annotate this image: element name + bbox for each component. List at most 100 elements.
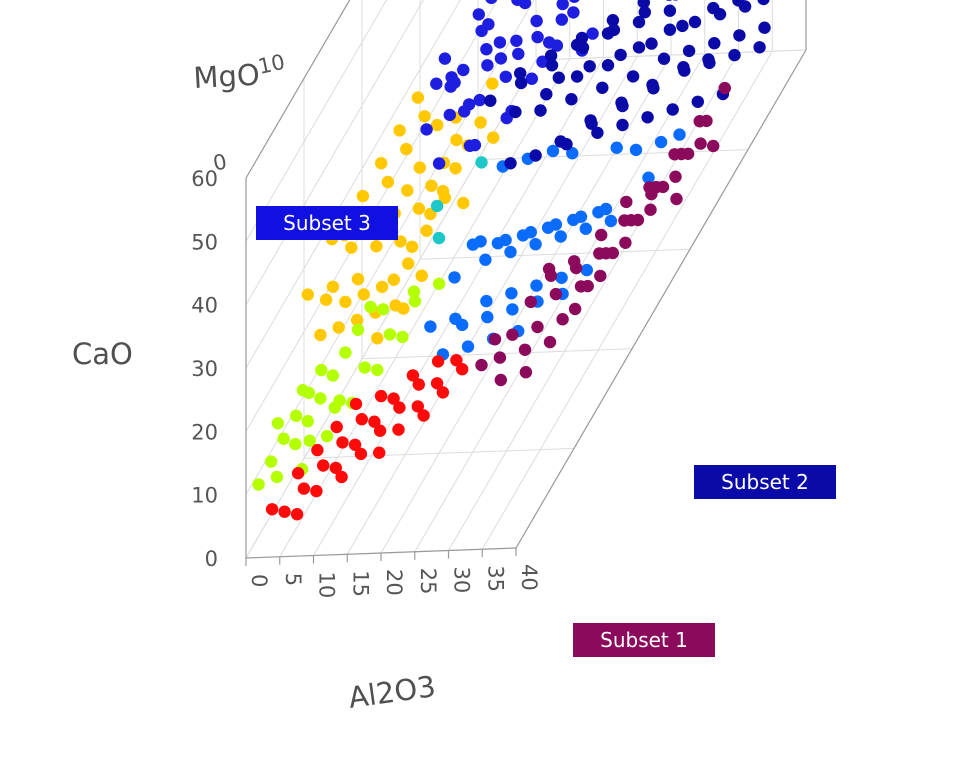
data-point: [420, 224, 433, 237]
data-point: [485, 0, 498, 5]
data-point: [393, 124, 406, 137]
data-point: [373, 424, 387, 437]
data-point: [408, 295, 422, 308]
data-point: [383, 328, 397, 341]
data-point: [374, 389, 388, 403]
data-point: [591, 126, 604, 139]
x-tick-label: 30: [450, 567, 474, 594]
data-point: [371, 332, 384, 345]
data-point: [494, 373, 507, 387]
data-point: [644, 203, 657, 216]
data-point: [297, 482, 311, 495]
data-point: [407, 285, 421, 298]
data-point: [556, 0, 569, 11]
data-point: [351, 272, 365, 286]
data-point: [529, 149, 542, 162]
data-point: [412, 378, 425, 391]
data-point: [456, 363, 469, 376]
data-point: [713, 8, 727, 21]
data-point: [657, 52, 671, 65]
data-point: [647, 82, 660, 95]
data-point: [319, 293, 333, 306]
data-point: [381, 175, 395, 189]
data-point: [554, 230, 567, 243]
data-point: [531, 30, 544, 44]
data-point: [601, 58, 615, 72]
data-point: [583, 60, 596, 73]
data-point: [301, 415, 314, 428]
data-point: [358, 361, 371, 374]
data-point: [593, 247, 606, 260]
data-point: [549, 218, 563, 231]
data-point: [329, 461, 342, 475]
data-point: [376, 303, 390, 316]
data-point: [574, 210, 588, 223]
x-axis-title: Al2O3: [346, 669, 438, 715]
data-point: [594, 269, 607, 283]
subset-2-label: Subset 2: [694, 465, 836, 499]
data-point: [336, 436, 349, 449]
x-tick-label: 25: [416, 568, 440, 595]
data-point: [619, 236, 632, 249]
x-tick-label: 15: [348, 570, 372, 597]
z-tick-label: 10: [191, 484, 218, 508]
y-tick-label: 0: [211, 149, 229, 175]
data-point: [738, 0, 752, 13]
data-point: [518, 343, 532, 356]
data-point: [654, 135, 668, 149]
data-point: [543, 335, 557, 349]
data-point: [616, 99, 629, 113]
grid-line: [245, 0, 424, 305]
data-point: [708, 37, 721, 50]
z-tick-label: 30: [191, 357, 218, 381]
data-point: [449, 162, 462, 175]
data-point: [524, 295, 537, 309]
data-point: [618, 214, 631, 227]
data-point: [445, 71, 458, 84]
data-points: [252, 0, 771, 521]
data-point: [620, 195, 633, 209]
data-point: [505, 287, 518, 300]
data-point: [518, 0, 532, 10]
z-tick-label: 0: [205, 547, 218, 571]
data-point: [277, 432, 290, 445]
data-point: [430, 199, 444, 213]
data-point: [371, 363, 384, 377]
data-point: [296, 384, 310, 397]
data-point: [703, 56, 716, 70]
data-point: [457, 196, 470, 210]
data-point: [418, 110, 431, 123]
data-point: [638, 6, 651, 19]
data-point: [436, 386, 450, 399]
data-point: [493, 351, 507, 364]
y-tick-label: 10: [256, 50, 287, 79]
data-point: [450, 133, 463, 147]
subset-1-label: Subset 1: [573, 623, 715, 657]
data-point: [488, 333, 502, 346]
data-point: [335, 470, 348, 484]
data-point: [536, 55, 549, 68]
data-point: [524, 226, 537, 239]
x-tick-label: 20: [382, 569, 406, 596]
data-point: [339, 295, 352, 309]
tick-labels: 0102030405060010203040500510152025303540: [191, 50, 541, 599]
data-point: [432, 157, 446, 170]
data-point: [487, 131, 500, 144]
data-point: [546, 144, 560, 158]
data-point: [315, 363, 328, 377]
data-point: [673, 128, 686, 141]
data-point: [549, 287, 563, 301]
data-point: [641, 111, 654, 124]
data-point: [375, 157, 388, 170]
data-point: [555, 271, 568, 284]
x-tick-label: 10: [315, 572, 339, 599]
data-point: [499, 233, 512, 247]
data-point: [364, 300, 377, 314]
data-point: [480, 294, 493, 308]
data-point: [530, 14, 543, 28]
data-point: [504, 245, 517, 259]
data-point: [417, 409, 430, 422]
data-point: [314, 392, 327, 405]
z-tick-label: 60: [191, 167, 218, 191]
data-point: [252, 478, 265, 491]
